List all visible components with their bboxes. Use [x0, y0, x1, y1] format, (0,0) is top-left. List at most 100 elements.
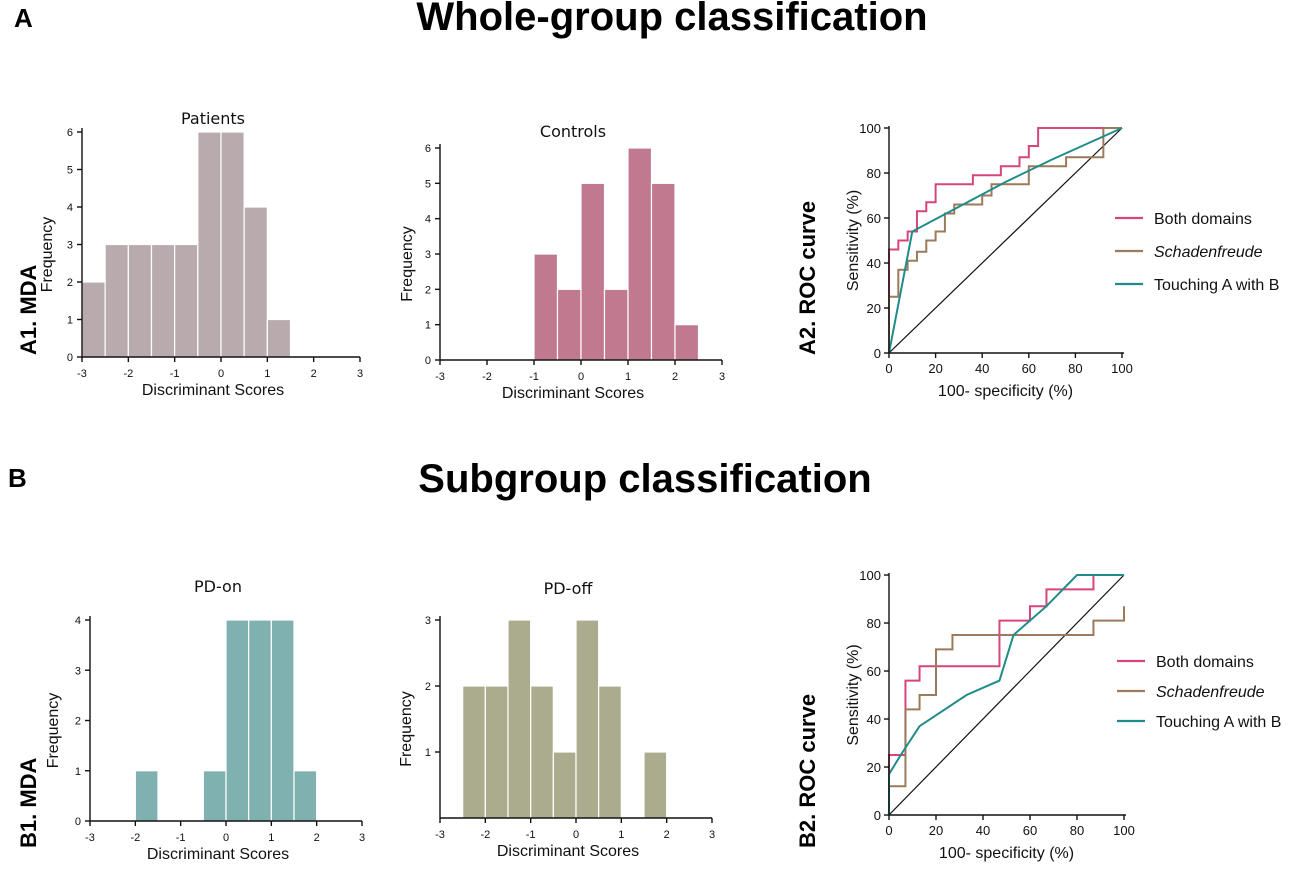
controls-bar [533, 253, 559, 361]
roc_b-x-tick-label: 20 [929, 823, 943, 838]
roc_a-x-label: 100- specificity (%) [938, 383, 1073, 400]
roc_a-y-tick-label: 80 [867, 166, 881, 181]
controls-x-tick-label: -3 [435, 371, 445, 383]
pd_off-y-tick-label: 2 [425, 681, 431, 693]
pd_off-bar [552, 751, 577, 819]
pd_off-bar [643, 751, 668, 819]
roc_a-x-tick-label: 0 [885, 361, 892, 376]
pd_on-y-tick-label: 1 [75, 766, 81, 778]
patients-title: Patients [181, 109, 245, 128]
roc_a-x-tick-label: 20 [928, 361, 942, 376]
patients-bar [174, 243, 199, 358]
pd_on-y-label: Frequency [45, 693, 62, 769]
pd_on-y-tick-label: 3 [75, 665, 81, 677]
controls-bar [556, 288, 582, 361]
roc_a-touching-a-with-b-line [888, 127, 1123, 354]
roc_b-legend-touching-a-with-b: Touching A with B [1156, 714, 1281, 731]
patients-x-label: Discriminant Scores [142, 382, 284, 399]
pd_on-bar [225, 619, 250, 822]
roc_a-y-tick-label: 0 [874, 346, 881, 361]
roc_a-both-domains-line [888, 127, 1122, 353]
pd_on-bar [202, 770, 227, 822]
controls-y-tick-label: 0 [425, 355, 431, 367]
patients-x-tick-label: 1 [264, 368, 270, 380]
pd_off-bar [530, 685, 554, 819]
pd_on-bar [248, 619, 272, 822]
controls-x-tick-label: 3 [719, 371, 725, 383]
controls-x-tick-label: 0 [578, 371, 584, 383]
pd-on-histogram: -3 -2 -1 0 1 2 3 0 1 2 3 4 PD-on Discriminant Scores F… [45, 577, 365, 863]
roc_a-legend-schadenfreude: Schadenfreude [1154, 244, 1263, 261]
pd_off-x-tick-label: 3 [709, 829, 715, 841]
pd_off-x-tick-label: 1 [618, 829, 624, 841]
pd_on-y-tick-label: 0 [75, 816, 81, 828]
patients-y-tick-label: 6 [67, 127, 73, 139]
roc_a-legend-touching-a-with-b: Touching A with B [1154, 277, 1279, 294]
roc_a-y-label: Sensitivity (%) [845, 190, 862, 291]
pd_off-bar [575, 619, 600, 819]
pd_on-x-tick-label: -1 [176, 832, 186, 844]
pd_off-x-tick-label: 0 [573, 829, 579, 841]
roc_b-schadenfreude-line [888, 606, 1125, 815]
patients-y-tick-label: 2 [67, 277, 73, 289]
patients-bar [81, 281, 106, 358]
pd_on-bar [134, 770, 159, 822]
controls-histogram: -3 -2 -1 0 1 2 3 0 1 2 3 4 5 6 Controls Discriminant Sc… [399, 122, 725, 402]
roc_a-x-tick-label: 100 [1111, 361, 1133, 376]
patients-bar [150, 243, 176, 358]
pd_on-x-tick-label: 1 [268, 832, 274, 844]
pd_on-x-tick-label: -2 [130, 832, 140, 844]
pd_on-x-label: Discriminant Scores [147, 846, 289, 863]
controls-bar [603, 288, 629, 361]
roc_a-y-tick-label: 100 [859, 121, 881, 136]
pd_on-bar [293, 770, 318, 822]
pd_on-title: PD-on [194, 577, 242, 596]
patients-y-tick-label: 3 [67, 240, 73, 252]
roc_a-reference-line [888, 127, 1123, 354]
pd_off-title: PD-off [544, 579, 594, 598]
roc_b-legend-both-domains: Both domains [1156, 654, 1254, 671]
controls-title: Controls [540, 122, 606, 141]
roc_b-y-tick-label: 80 [867, 616, 881, 631]
controls-bar [650, 182, 676, 361]
pd_off-x-tick-label: 2 [664, 829, 670, 841]
roc_b-x-tick-label: 0 [885, 823, 892, 838]
roc_a-x-tick-label: 80 [1068, 361, 1082, 376]
roc_b-reference-line [888, 574, 1125, 816]
patients-bar [197, 131, 222, 358]
pd_off-bar [507, 619, 532, 819]
controls-y-tick-label: 2 [425, 284, 431, 296]
section-b-title: Subgroup classification [418, 457, 871, 501]
controls-bar [674, 324, 700, 361]
controls-y-tick-label: 5 [425, 178, 431, 190]
controls-y-label: Frequency [399, 226, 416, 302]
controls-bar [580, 182, 606, 361]
patients-x-tick-label: 2 [311, 368, 317, 380]
roc_a-legend-both-domains: Both domains [1154, 211, 1252, 228]
pd_off-bar [484, 685, 509, 819]
patients-x-tick-label: 0 [218, 368, 224, 380]
pd_off-x-label: Discriminant Scores [497, 843, 639, 860]
section-b-letter: B [8, 463, 27, 493]
pd_on-y-tick-label: 4 [75, 615, 81, 627]
pd_off-x-tick-label: -1 [526, 829, 536, 841]
patients-y-tick-label: 0 [67, 352, 73, 364]
patients-bar [104, 243, 129, 358]
patients-bar [243, 206, 268, 358]
pd_on-x-tick-label: 3 [359, 832, 365, 844]
patients-x-tick-label: -3 [77, 368, 87, 380]
roc_b-both-domains-line [888, 574, 1124, 815]
a2-roc-label: A2. ROC curve [795, 201, 820, 355]
roc_b-y-tick-label: 100 [859, 568, 881, 583]
controls-x-label: Discriminant Scores [502, 385, 644, 402]
patients-bar [266, 318, 292, 358]
patients-y-tick-label: 4 [67, 202, 73, 214]
roc_a-x-tick-label: 40 [975, 361, 989, 376]
controls-y-tick-label: 3 [425, 249, 431, 261]
patients-x-tick-label: -1 [170, 368, 180, 380]
roc_a-y-tick-label: 60 [867, 211, 881, 226]
patients-bar [220, 131, 245, 358]
pd_off-bar [462, 685, 486, 819]
roc-curve-b: 0 20 40 60 80 100 0 20 40 60 80 100 100- specificity… [845, 568, 1281, 862]
